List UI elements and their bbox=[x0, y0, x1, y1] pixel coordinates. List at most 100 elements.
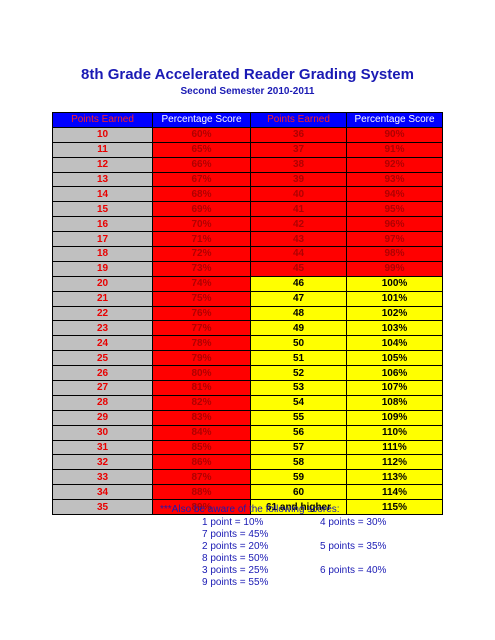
points-earned-cell: 18 bbox=[52, 246, 153, 262]
page-title: 8th Grade Accelerated Reader Grading Sys… bbox=[81, 66, 414, 83]
percentage-score-cell: 113% bbox=[346, 469, 443, 486]
note-7-points: 7 points = 45% bbox=[202, 529, 269, 540]
points-earned-cell: 19 bbox=[52, 260, 153, 277]
points-earned-cell: 23 bbox=[52, 320, 153, 337]
percentage-score-cell: 108% bbox=[346, 394, 443, 411]
points-earned-cell: 31 bbox=[52, 439, 153, 456]
table-header-row: Points Earned Percentage Score Points Ea… bbox=[52, 112, 443, 128]
percentage-score-cell: 94% bbox=[346, 186, 443, 203]
points-earned-cell: 38 bbox=[250, 156, 347, 173]
percentage-score-cell: 91% bbox=[346, 141, 443, 158]
table-row: 25 79% 51 105% bbox=[52, 350, 443, 367]
percentage-score-cell: 114% bbox=[346, 484, 443, 501]
table-row: 21 75% 47 101% bbox=[52, 290, 443, 307]
percentage-score-cell: 111% bbox=[346, 439, 443, 456]
percentage-score-cell: 97% bbox=[346, 231, 443, 248]
percentage-score-cell: 67% bbox=[152, 171, 251, 188]
percentage-score-cell: 98% bbox=[346, 246, 443, 262]
table-row: 29 83% 55 109% bbox=[52, 409, 443, 426]
table-row: 16 70% 42 96% bbox=[52, 216, 443, 233]
percentage-score-cell: 75% bbox=[152, 290, 251, 307]
table-row: 24 78% 50 104% bbox=[52, 335, 443, 352]
points-earned-cell: 21 bbox=[52, 290, 153, 307]
percentage-score-cell: 60% bbox=[152, 126, 251, 143]
table-body: 10 60% 36 90% 11 65% 37 91% 12 66% 38 92% 13 67% 39 93%… bbox=[52, 126, 443, 516]
percentage-score-cell: 69% bbox=[152, 201, 251, 218]
table-row: 11 65% 37 91% bbox=[52, 141, 443, 158]
points-earned-cell: 41 bbox=[250, 201, 347, 218]
points-earned-cell: 34 bbox=[52, 484, 153, 501]
percentage-score-cell: 100% bbox=[346, 275, 443, 292]
table-row: 30 84% 56 110% bbox=[52, 424, 443, 441]
table-row: 31 85% 57 111% bbox=[52, 439, 443, 456]
percentage-score-cell: 65% bbox=[152, 141, 251, 158]
percentage-score-cell: 96% bbox=[346, 216, 443, 233]
header-percentage-score-right: Percentage Score bbox=[346, 112, 443, 128]
header-points-earned-right: Points Earned bbox=[250, 112, 347, 128]
grading-table: Points Earned Percentage Score Points Ea… bbox=[52, 112, 443, 516]
note-6-points: 6 points = 40% bbox=[320, 565, 387, 576]
table-row: 10 60% 36 90% bbox=[52, 126, 443, 143]
percentage-score-cell: 83% bbox=[152, 409, 251, 426]
points-earned-cell: 55 bbox=[250, 409, 347, 426]
percentage-score-cell: 76% bbox=[152, 305, 251, 322]
table-row: 15 69% 41 95% bbox=[52, 201, 443, 218]
table-row: 33 87% 59 113% bbox=[52, 469, 443, 486]
percentage-score-cell: 81% bbox=[152, 380, 251, 396]
percentage-score-cell: 102% bbox=[346, 305, 443, 322]
points-earned-cell: 37 bbox=[250, 141, 347, 158]
points-earned-cell: 60 bbox=[250, 484, 347, 501]
percentage-score-cell: 101% bbox=[346, 290, 443, 307]
points-earned-cell: 49 bbox=[250, 320, 347, 337]
percentage-score-cell: 103% bbox=[346, 320, 443, 337]
points-earned-cell: 14 bbox=[52, 186, 153, 203]
points-earned-cell: 46 bbox=[250, 275, 347, 292]
percentage-score-cell: 68% bbox=[152, 186, 251, 203]
points-earned-cell: 57 bbox=[250, 439, 347, 456]
points-earned-cell: 54 bbox=[250, 394, 347, 411]
points-earned-cell: 61 and higher bbox=[250, 499, 347, 516]
points-earned-cell: 50 bbox=[250, 335, 347, 352]
percentage-score-cell: 78% bbox=[152, 335, 251, 352]
points-earned-cell: 11 bbox=[52, 141, 153, 158]
percentage-score-cell: 85% bbox=[152, 439, 251, 456]
table-row: 19 73% 45 99% bbox=[52, 260, 443, 277]
percentage-score-cell: 72% bbox=[152, 246, 251, 262]
percentage-score-cell: 110% bbox=[346, 424, 443, 441]
percentage-score-cell: 93% bbox=[346, 171, 443, 188]
table-row: 18 72% 44 98% bbox=[52, 246, 443, 262]
table-row: 22 76% 48 102% bbox=[52, 305, 443, 322]
percentage-score-cell: 87% bbox=[152, 469, 251, 486]
percentage-score-cell: 112% bbox=[346, 454, 443, 471]
table-row: 12 66% 38 92% bbox=[52, 156, 443, 173]
note-3-points: 3 points = 25% bbox=[202, 565, 269, 576]
points-earned-cell: 16 bbox=[52, 216, 153, 233]
points-earned-cell: 10 bbox=[52, 126, 153, 143]
points-earned-cell: 42 bbox=[250, 216, 347, 233]
points-earned-cell: 52 bbox=[250, 365, 347, 382]
points-earned-cell: 47 bbox=[250, 290, 347, 307]
percentage-score-cell: 82% bbox=[152, 394, 251, 411]
points-earned-cell: 32 bbox=[52, 454, 153, 471]
points-earned-cell: 58 bbox=[250, 454, 347, 471]
points-earned-cell: 59 bbox=[250, 469, 347, 486]
percentage-score-cell: 88% bbox=[152, 484, 251, 501]
points-earned-cell: 33 bbox=[52, 469, 153, 486]
note-8-points: 8 points = 50% bbox=[202, 553, 269, 564]
percentage-score-cell: 92% bbox=[346, 156, 443, 173]
percentage-score-cell: 89% bbox=[152, 499, 251, 516]
percentage-score-cell: 109% bbox=[346, 409, 443, 426]
percentage-score-cell: 99% bbox=[346, 260, 443, 277]
header-percentage-score-left: Percentage Score bbox=[152, 112, 251, 128]
table-row: 27 81% 53 107% bbox=[52, 380, 443, 396]
points-earned-cell: 40 bbox=[250, 186, 347, 203]
table-row: 28 82% 54 108% bbox=[52, 394, 443, 411]
points-earned-cell: 27 bbox=[52, 380, 153, 396]
points-earned-cell: 25 bbox=[52, 350, 153, 367]
percentage-score-cell: 70% bbox=[152, 216, 251, 233]
table-row: 26 80% 52 106% bbox=[52, 365, 443, 382]
points-earned-cell: 22 bbox=[52, 305, 153, 322]
points-earned-cell: 35 bbox=[52, 499, 153, 516]
percentage-score-cell: 80% bbox=[152, 365, 251, 382]
note-2-points: 2 points = 20% bbox=[202, 541, 269, 552]
